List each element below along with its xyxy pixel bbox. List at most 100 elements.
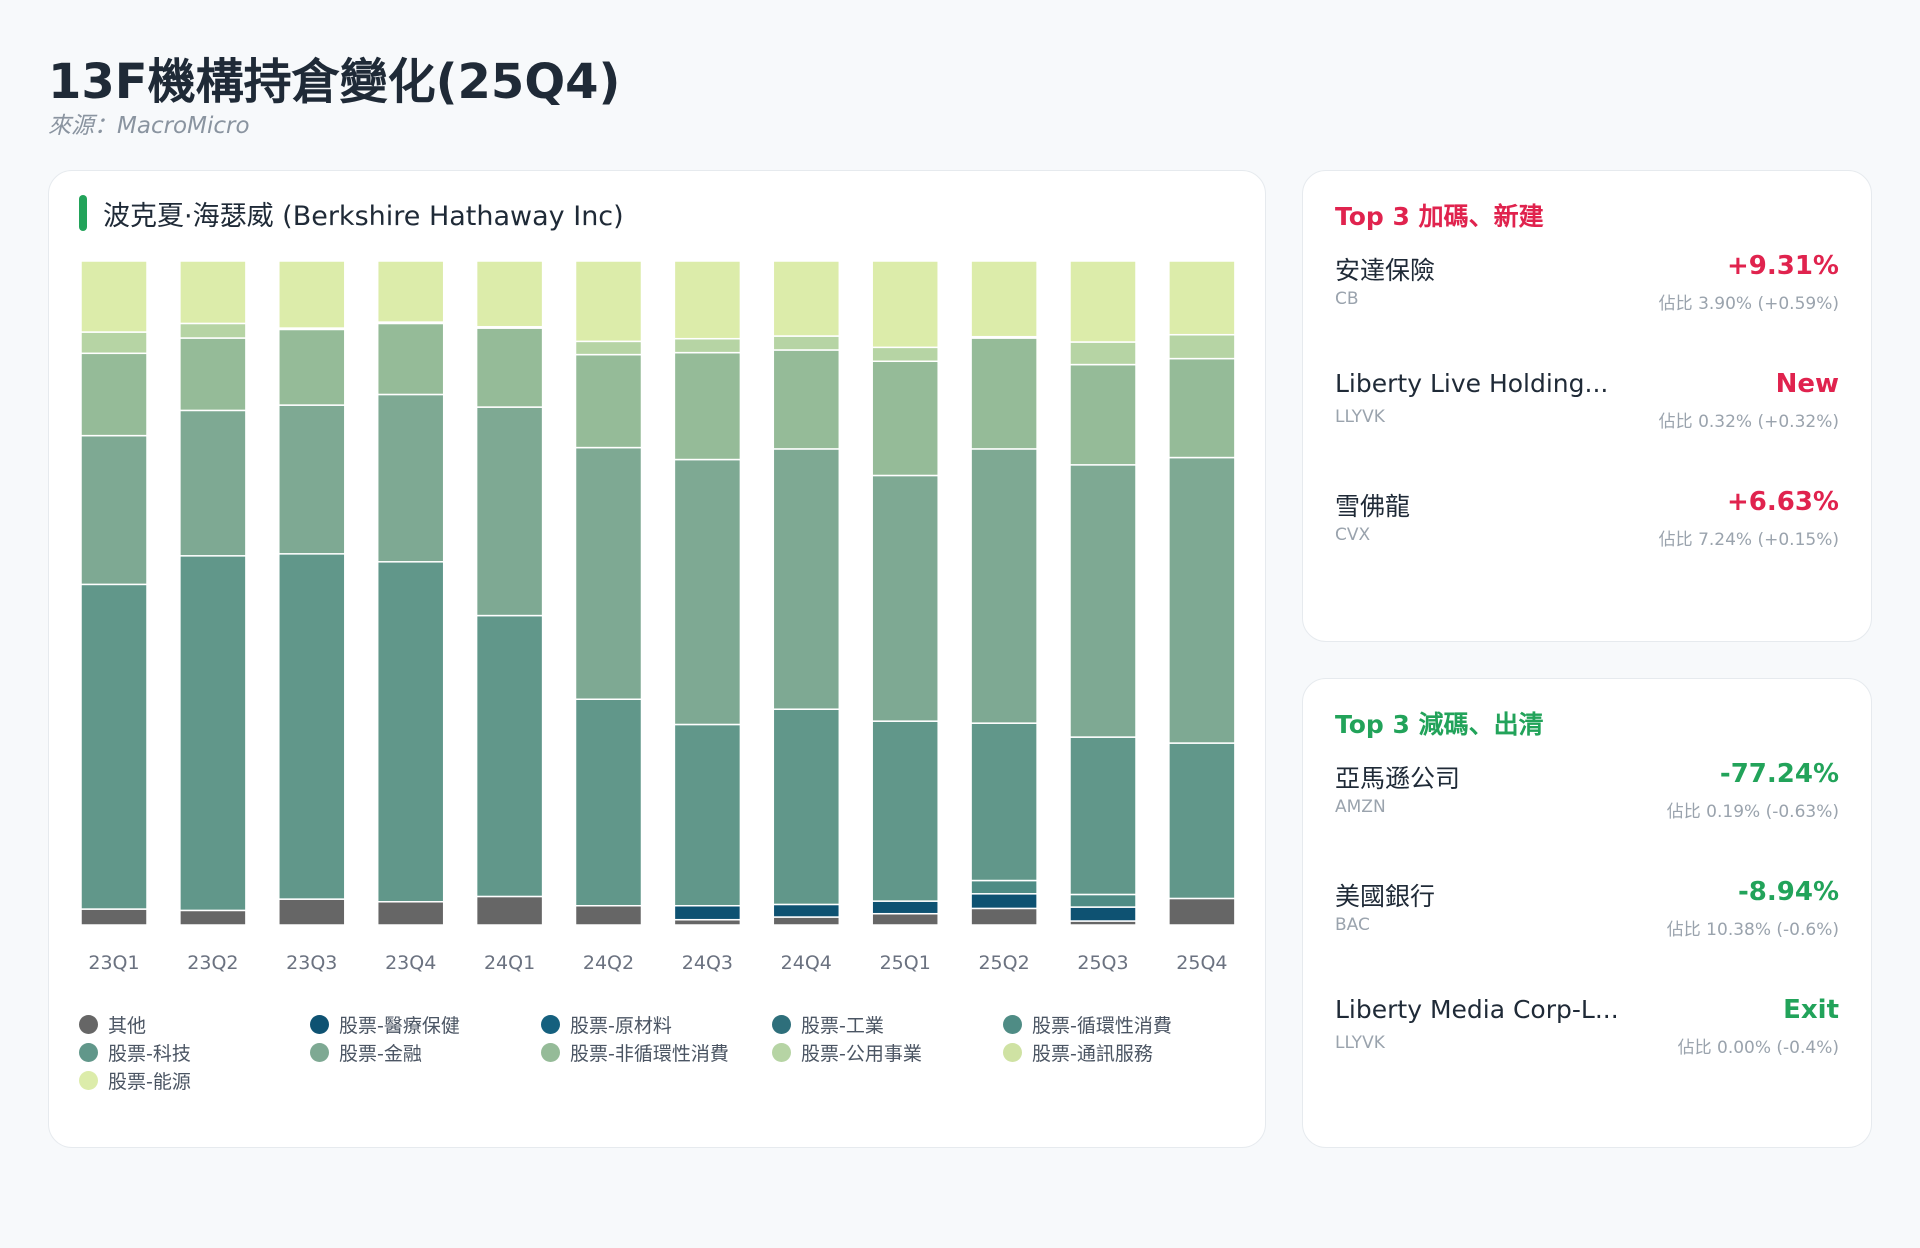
top-increase-card: Top 3 加碼、新建 安達保險 CB +9.31% 佔比 3.90% (+0.59%… <box>1302 170 1872 642</box>
bar-segment-25Q1-6[interactable] <box>871 474 939 722</box>
bar-segment-23Q1-8[interactable] <box>80 331 148 355</box>
bar-segment-24Q3-8[interactable] <box>673 337 742 354</box>
bar-segment-24Q2-0[interactable] <box>574 904 643 926</box>
bar-segment-25Q1-5[interactable] <box>871 720 939 902</box>
bar-segment-24Q3-10[interactable] <box>673 260 742 340</box>
bar-segment-25Q2-10[interactable] <box>970 260 1038 338</box>
bar-segment-23Q3-10[interactable] <box>278 260 346 329</box>
bar-segment-24Q4-7[interactable] <box>772 349 841 450</box>
bar-segment-23Q1-10[interactable] <box>80 260 148 333</box>
decrease-entry[interactable]: 亞馬遜公司 AMZN -77.24% 佔比 0.19% (-0.63%) <box>1335 759 1839 829</box>
bar-segment-24Q3-5[interactable] <box>673 723 742 907</box>
bar-segment-25Q4-6[interactable] <box>1168 456 1236 744</box>
legend-item[interactable]: 股票-原材料 <box>541 1013 772 1037</box>
top-decrease-card: Top 3 減碼、出清 亞馬遜公司 AMZN -77.24% 佔比 0.19% (-0… <box>1302 678 1872 1148</box>
bar-segment-24Q4-0[interactable] <box>772 916 841 926</box>
legend-item[interactable]: 股票-公用事業 <box>772 1041 1003 1065</box>
legend-label: 股票-非循環性消費 <box>570 1042 729 1065</box>
bar-segment-24Q4-10[interactable] <box>772 260 841 337</box>
bar-segment-23Q2-8[interactable] <box>179 322 247 339</box>
bar-segment-25Q4-0[interactable] <box>1168 897 1236 926</box>
increase-entry[interactable]: Liberty Live Holding... LLYVK New 佔比 0.32% … <box>1335 369 1839 439</box>
bar-segment-25Q4-7[interactable] <box>1168 357 1236 459</box>
bar-segment-24Q2-10[interactable] <box>574 260 643 343</box>
increase-entry[interactable]: 雪佛龍 CVX +6.63% 佔比 7.24% (+0.15%) <box>1335 487 1839 557</box>
legend-swatch <box>310 1014 329 1034</box>
bar-segment-24Q2-5[interactable] <box>574 698 643 907</box>
bar-segment-25Q4-8[interactable] <box>1168 333 1236 360</box>
bar-segment-25Q4-10[interactable] <box>1168 260 1236 336</box>
legend-item[interactable]: 股票-金融 <box>310 1041 541 1065</box>
bar-segment-25Q2-4[interactable] <box>970 879 1038 895</box>
stacked-bar-chart: 23Q1 23Q2 23Q3 23Q4 24Q1 24Q2 24Q3 24Q4 25Q1 25Q2… <box>80 260 1236 974</box>
bar-segment-24Q1-7[interactable] <box>475 327 544 408</box>
bar-segment-25Q1-8[interactable] <box>871 346 939 363</box>
bar-segment-23Q3-6[interactable] <box>278 404 346 555</box>
bar-segment-24Q3-6[interactable] <box>673 458 742 726</box>
legend-item[interactable]: 其他 <box>79 1013 310 1037</box>
bar-segment-23Q4-6[interactable] <box>376 393 445 563</box>
bar-segment-25Q2-1[interactable] <box>970 893 1038 910</box>
bar-segment-24Q4-1[interactable] <box>772 903 841 918</box>
bar-segment-24Q2-7[interactable] <box>574 353 643 449</box>
bar-segment-24Q1-5[interactable] <box>475 614 544 898</box>
bar-segment-23Q4-5[interactable] <box>376 561 445 903</box>
bar-segment-23Q2-6[interactable] <box>179 409 247 557</box>
bar-segment-23Q4-10[interactable] <box>376 260 445 323</box>
bar-segment-25Q3-1[interactable] <box>1069 906 1137 922</box>
bar-segment-23Q2-10[interactable] <box>179 260 247 325</box>
bar-segment-25Q3-10[interactable] <box>1069 260 1137 343</box>
x-tick-label: 23Q1 <box>88 952 139 974</box>
bar-segment-24Q3-0[interactable] <box>673 918 742 926</box>
legend-item[interactable]: 股票-工業 <box>772 1013 1003 1037</box>
bar-segment-25Q2-6[interactable] <box>970 448 1038 724</box>
bar-segment-23Q1-6[interactable] <box>80 434 148 586</box>
bar-segment-25Q3-4[interactable] <box>1069 893 1137 908</box>
bar-segment-23Q2-0[interactable] <box>179 909 247 926</box>
bar-segment-23Q1-0[interactable] <box>80 908 148 926</box>
bar-segment-24Q2-6[interactable] <box>574 446 643 700</box>
bar-segment-24Q1-10[interactable] <box>475 260 544 328</box>
bar-segment-25Q2-7[interactable] <box>970 337 1038 450</box>
bar-segment-24Q4-5[interactable] <box>772 708 841 906</box>
bar-segment-25Q1-7[interactable] <box>871 360 939 477</box>
accent-bar <box>79 195 87 231</box>
bar-segment-23Q2-5[interactable] <box>179 555 247 912</box>
bar-segment-25Q3-8[interactable] <box>1069 341 1137 366</box>
bar-segment-23Q4-0[interactable] <box>376 901 445 926</box>
bar-segment-24Q3-1[interactable] <box>673 904 742 921</box>
decrease-entry[interactable]: 美國銀行 BAC -8.94% 佔比 10.38% (-0.6%) <box>1335 877 1839 947</box>
bar-segment-24Q1-6[interactable] <box>475 406 544 617</box>
bar-segment-23Q4-7[interactable] <box>376 322 445 396</box>
bar-segment-23Q3-0[interactable] <box>278 898 346 926</box>
legend-item[interactable]: 股票-科技 <box>79 1041 310 1065</box>
bar-segment-25Q4-5[interactable] <box>1168 742 1236 900</box>
decrease-entry[interactable]: Liberty Media Corp-L... LLYVK Exit 佔比 0.00%… <box>1335 995 1839 1065</box>
bar-segment-24Q2-8[interactable] <box>574 340 643 356</box>
bar-segment-25Q1-1[interactable] <box>871 900 939 915</box>
legend-item[interactable]: 股票-循環性消費 <box>1003 1013 1234 1037</box>
bar-segment-24Q4-6[interactable] <box>772 448 841 710</box>
bar-segment-23Q1-5[interactable] <box>80 583 148 910</box>
bar-segment-23Q2-7[interactable] <box>179 337 247 412</box>
bar-segment-25Q3-7[interactable] <box>1069 363 1137 466</box>
bar-segment-24Q1-0[interactable] <box>475 895 544 926</box>
bar-segment-24Q4-8[interactable] <box>772 335 841 351</box>
legend-item[interactable]: 股票-醫療保健 <box>310 1013 541 1037</box>
bar-segment-25Q3-6[interactable] <box>1069 464 1137 738</box>
bar-segment-23Q3-5[interactable] <box>278 553 346 900</box>
legend-item[interactable]: 股票-非循環性消費 <box>541 1041 772 1065</box>
bar-segment-23Q3-7[interactable] <box>278 328 346 406</box>
bar-segment-24Q3-7[interactable] <box>673 351 742 461</box>
bar-segment-23Q1-7[interactable] <box>80 352 148 437</box>
legend-item[interactable]: 股票-通訊服務 <box>1003 1041 1234 1065</box>
bar-segment-25Q1-10[interactable] <box>871 260 939 349</box>
decrease-entry-change: Exit <box>1783 995 1839 1025</box>
increase-entry[interactable]: 安達保險 CB +9.31% 佔比 3.90% (+0.59%) <box>1335 251 1839 321</box>
bar-segment-25Q1-0[interactable] <box>871 912 939 926</box>
bar-segment-25Q2-5[interactable] <box>970 722 1038 882</box>
bar-segment-25Q2-0[interactable] <box>970 907 1038 926</box>
page-title: 13F機構持倉變化(25Q4) <box>48 54 621 110</box>
bar-segment-25Q3-5[interactable] <box>1069 736 1137 896</box>
legend-item[interactable]: 股票-能源 <box>79 1069 310 1093</box>
